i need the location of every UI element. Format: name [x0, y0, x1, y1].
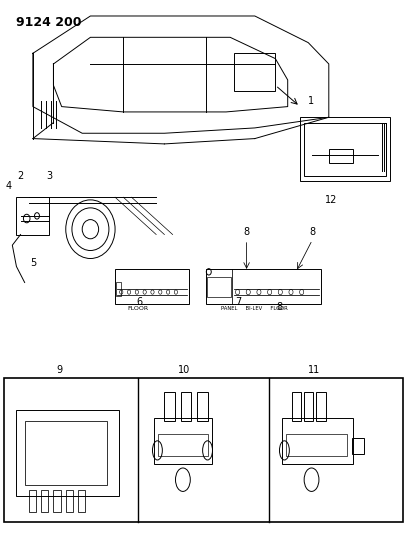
Bar: [41, 490, 48, 512]
Bar: [154, 418, 212, 464]
Text: 8: 8: [309, 227, 315, 237]
Text: FLOOR: FLOOR: [127, 306, 148, 311]
Text: 1: 1: [308, 96, 314, 106]
Bar: [181, 392, 191, 421]
Bar: [115, 269, 189, 304]
Bar: [300, 117, 390, 181]
Bar: [197, 392, 208, 421]
Bar: [329, 149, 353, 163]
Text: 6: 6: [137, 297, 143, 308]
Text: 7: 7: [235, 297, 242, 308]
Bar: [352, 438, 364, 454]
Text: 3: 3: [46, 171, 52, 181]
Bar: [282, 418, 353, 464]
Text: 8: 8: [244, 227, 249, 237]
Text: 10: 10: [178, 365, 190, 375]
Text: 4: 4: [5, 181, 11, 191]
Text: 9: 9: [57, 365, 62, 375]
Bar: [234, 53, 275, 91]
Bar: [53, 490, 61, 512]
Text: 12: 12: [325, 195, 337, 205]
Bar: [16, 410, 119, 496]
Bar: [207, 277, 231, 297]
Bar: [158, 434, 208, 456]
Bar: [29, 490, 36, 512]
Text: 5: 5: [30, 259, 36, 269]
Text: 9124 200: 9124 200: [16, 16, 82, 29]
Bar: [4, 378, 403, 522]
Bar: [25, 421, 107, 485]
Text: PANEL     BI-LEV     FLOOR: PANEL BI-LEV FLOOR: [222, 306, 288, 311]
Bar: [206, 269, 321, 304]
Text: 11: 11: [308, 365, 321, 375]
Bar: [286, 434, 347, 456]
Bar: [78, 490, 85, 512]
Text: 2: 2: [17, 171, 24, 181]
Bar: [66, 490, 73, 512]
Bar: [16, 197, 49, 235]
Bar: [292, 392, 301, 421]
Bar: [304, 392, 313, 421]
Bar: [164, 392, 175, 421]
Bar: [116, 282, 121, 296]
Bar: [304, 123, 386, 176]
Text: 8: 8: [277, 302, 282, 312]
Bar: [316, 392, 326, 421]
